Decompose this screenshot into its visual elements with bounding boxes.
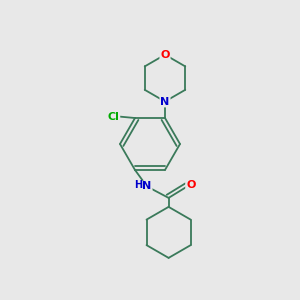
Text: N: N bbox=[142, 182, 152, 191]
Text: O: O bbox=[186, 180, 196, 190]
Text: N: N bbox=[160, 97, 169, 106]
Text: O: O bbox=[160, 50, 170, 60]
Text: Cl: Cl bbox=[107, 112, 119, 122]
Text: H: H bbox=[134, 180, 143, 190]
